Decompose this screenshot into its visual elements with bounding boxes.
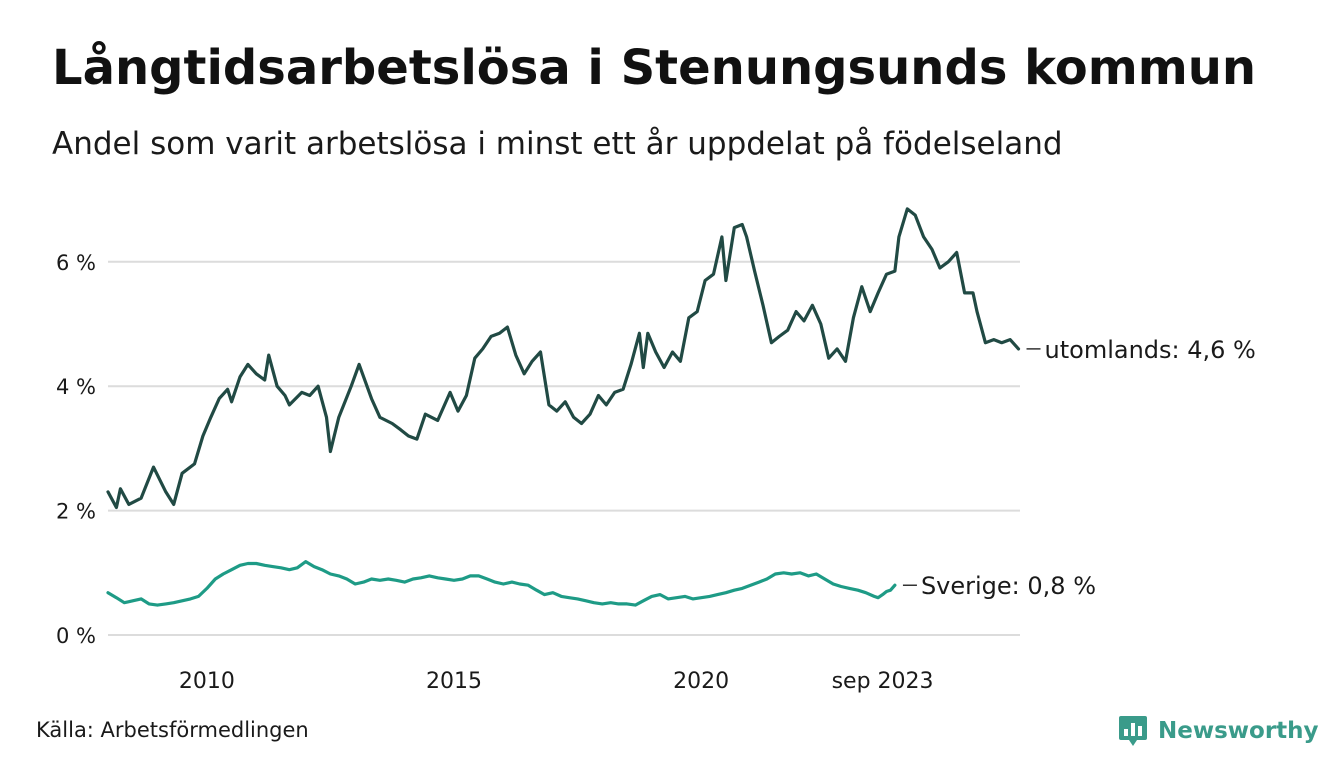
series-lines — [106, 207, 1021, 607]
x-tick-label: 2020 — [673, 669, 729, 694]
newsworthy-logo: Newsworthy — [1118, 714, 1319, 748]
chart-subtitle: Andel som varit arbetslösa i minst ett å… — [52, 126, 1063, 162]
x-tick-label: 2010 — [179, 669, 235, 694]
y-tick-label: 2 % — [56, 500, 96, 524]
x-axis-ticks: 2010 2015 2020 sep 2023 — [179, 669, 934, 694]
y-tick-label: 4 % — [56, 375, 96, 399]
x-tick-label: 2015 — [426, 669, 482, 694]
y-tick-label: 0 % — [56, 624, 96, 648]
logo-text: Newsworthy — [1158, 718, 1319, 744]
newsworthy-logo-icon — [1119, 716, 1147, 746]
x-tick-label: sep 2023 — [832, 669, 934, 694]
source-note: Källa: Arbetsförmedlingen — [36, 718, 309, 742]
end-labels: utomlands: 4,6 % Sverige: 0,8 % — [902, 336, 1256, 600]
chart-title: Långtidsarbetslösa i Stenungsunds kommun — [52, 40, 1257, 96]
series-line-utomlands — [106, 207, 1021, 510]
y-axis-ticks: 0 % 2 % 4 % 6 % — [56, 251, 96, 648]
gridlines — [108, 260, 1020, 636]
end-label-sverige: Sverige: 0,8 % — [921, 572, 1096, 600]
series-line-sverige — [106, 559, 897, 607]
y-tick-label: 6 % — [56, 251, 96, 275]
end-label-utomlands: utomlands: 4,6 % — [1045, 336, 1256, 364]
